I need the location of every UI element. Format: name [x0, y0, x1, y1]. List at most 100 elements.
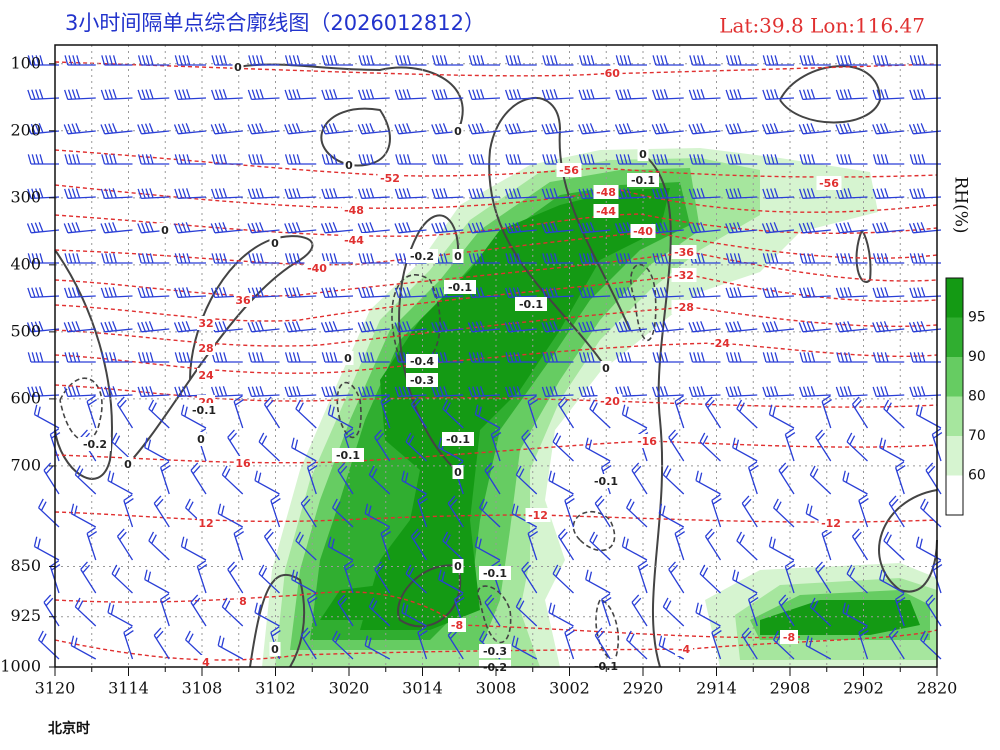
contour-label: 0 [454, 560, 462, 573]
y-tick-label: 300 [10, 187, 41, 206]
wind-barb [327, 404, 354, 429]
wind-barb [211, 352, 243, 363]
wind-barb [578, 321, 611, 333]
label-bg [195, 432, 207, 446]
wind-barb [542, 55, 574, 66]
contour-label: 32 [198, 317, 213, 330]
wind-barb [159, 461, 171, 495]
wind-barb [467, 321, 501, 333]
wind-barb [511, 503, 538, 528]
wind-barb [447, 495, 464, 528]
wind-barb [515, 597, 538, 627]
wind-barb [872, 253, 905, 264]
wind-barb [137, 222, 170, 234]
rh-area [320, 585, 380, 620]
wind-barb [474, 536, 501, 561]
wind-barb [883, 399, 905, 429]
wind-barb [100, 287, 133, 299]
wind-barb [291, 569, 317, 594]
wind-barb [909, 287, 942, 299]
wind-barb [395, 154, 427, 165]
contour-label: -0.1 [448, 281, 472, 294]
wind-barb [521, 561, 538, 594]
wind-barb [101, 352, 133, 363]
wind-barb [284, 188, 317, 200]
x-tick-label: 3120 [35, 679, 76, 698]
wind-barb [541, 321, 574, 333]
wind-barb [374, 561, 391, 594]
colorbar-swatch [946, 317, 963, 357]
label-bg [634, 434, 660, 448]
contour-label: 0 [161, 224, 169, 237]
wind-barb [217, 503, 244, 528]
contour-label: 0 [234, 61, 242, 74]
wind-barb [541, 222, 574, 234]
wind-barb [174, 55, 206, 66]
label-bg [342, 351, 354, 365]
contour-label: -44 [344, 234, 364, 247]
vv-contour [336, 381, 362, 439]
colorbar-label: RH(%) [951, 176, 971, 233]
wind-barb [64, 386, 96, 398]
wind-barb [578, 222, 611, 234]
y-tick-label: 100 [10, 53, 41, 72]
vv-contour [59, 377, 103, 442]
wind-barb [332, 630, 354, 660]
wind-barb [798, 222, 831, 234]
wind-barb [504, 123, 537, 135]
wind-barb [337, 462, 354, 495]
wind-barb [358, 89, 390, 101]
wind-barb [511, 635, 538, 660]
wind-barb [872, 287, 905, 299]
label-bg [600, 361, 612, 375]
contour-label: -24 [710, 337, 730, 350]
label-bg [406, 373, 438, 387]
wind-barb [695, 470, 721, 495]
wind-barb [63, 321, 96, 333]
wind-barb [320, 321, 354, 333]
wind-barb [504, 321, 537, 333]
wind-barb [174, 188, 207, 200]
wind-barb [368, 597, 391, 627]
wind-barb [836, 154, 868, 165]
wind-barb [468, 253, 500, 264]
temp-contour [54, 274, 938, 322]
wind-barb [725, 287, 758, 299]
label-bg [197, 341, 215, 355]
wind-barb [578, 352, 611, 363]
x-tick-label: 3002 [549, 679, 590, 698]
wind-barb [144, 569, 170, 594]
wind-barb [564, 626, 575, 660]
wind-barb [284, 352, 317, 363]
wind-barb [64, 287, 96, 299]
wind-barb [762, 287, 795, 299]
wind-barb [835, 89, 868, 101]
wind-barb [137, 352, 170, 363]
wind-barb [467, 222, 501, 234]
wind-barb [233, 527, 245, 561]
grid [54, 45, 938, 668]
wind-barb [736, 399, 758, 429]
wind-barb [174, 89, 207, 101]
wind-barb [210, 222, 243, 234]
label-bg [341, 203, 367, 217]
contour-labels: -60-56-52-48-44-403632282420161284-48-44… [79, 60, 844, 674]
wind-barb [394, 188, 427, 200]
wind-barb [247, 321, 280, 333]
contour-label: 0 [602, 362, 610, 375]
label-bg [627, 173, 659, 187]
wind-barb [762, 154, 794, 165]
wind-barb [589, 531, 611, 561]
wind-barb [799, 253, 831, 264]
wind-barb [909, 188, 942, 200]
label-bg [304, 261, 330, 275]
contour-label: 28 [198, 342, 213, 355]
wind-barb [137, 321, 170, 333]
wind-barb [835, 188, 868, 200]
wind-barb [101, 154, 133, 165]
wind-barb [394, 89, 427, 101]
colorbar-swatch [946, 357, 963, 397]
wind-barb [668, 561, 685, 594]
colorbar-swatch [946, 475, 963, 515]
contour-label: -20 [600, 395, 620, 408]
